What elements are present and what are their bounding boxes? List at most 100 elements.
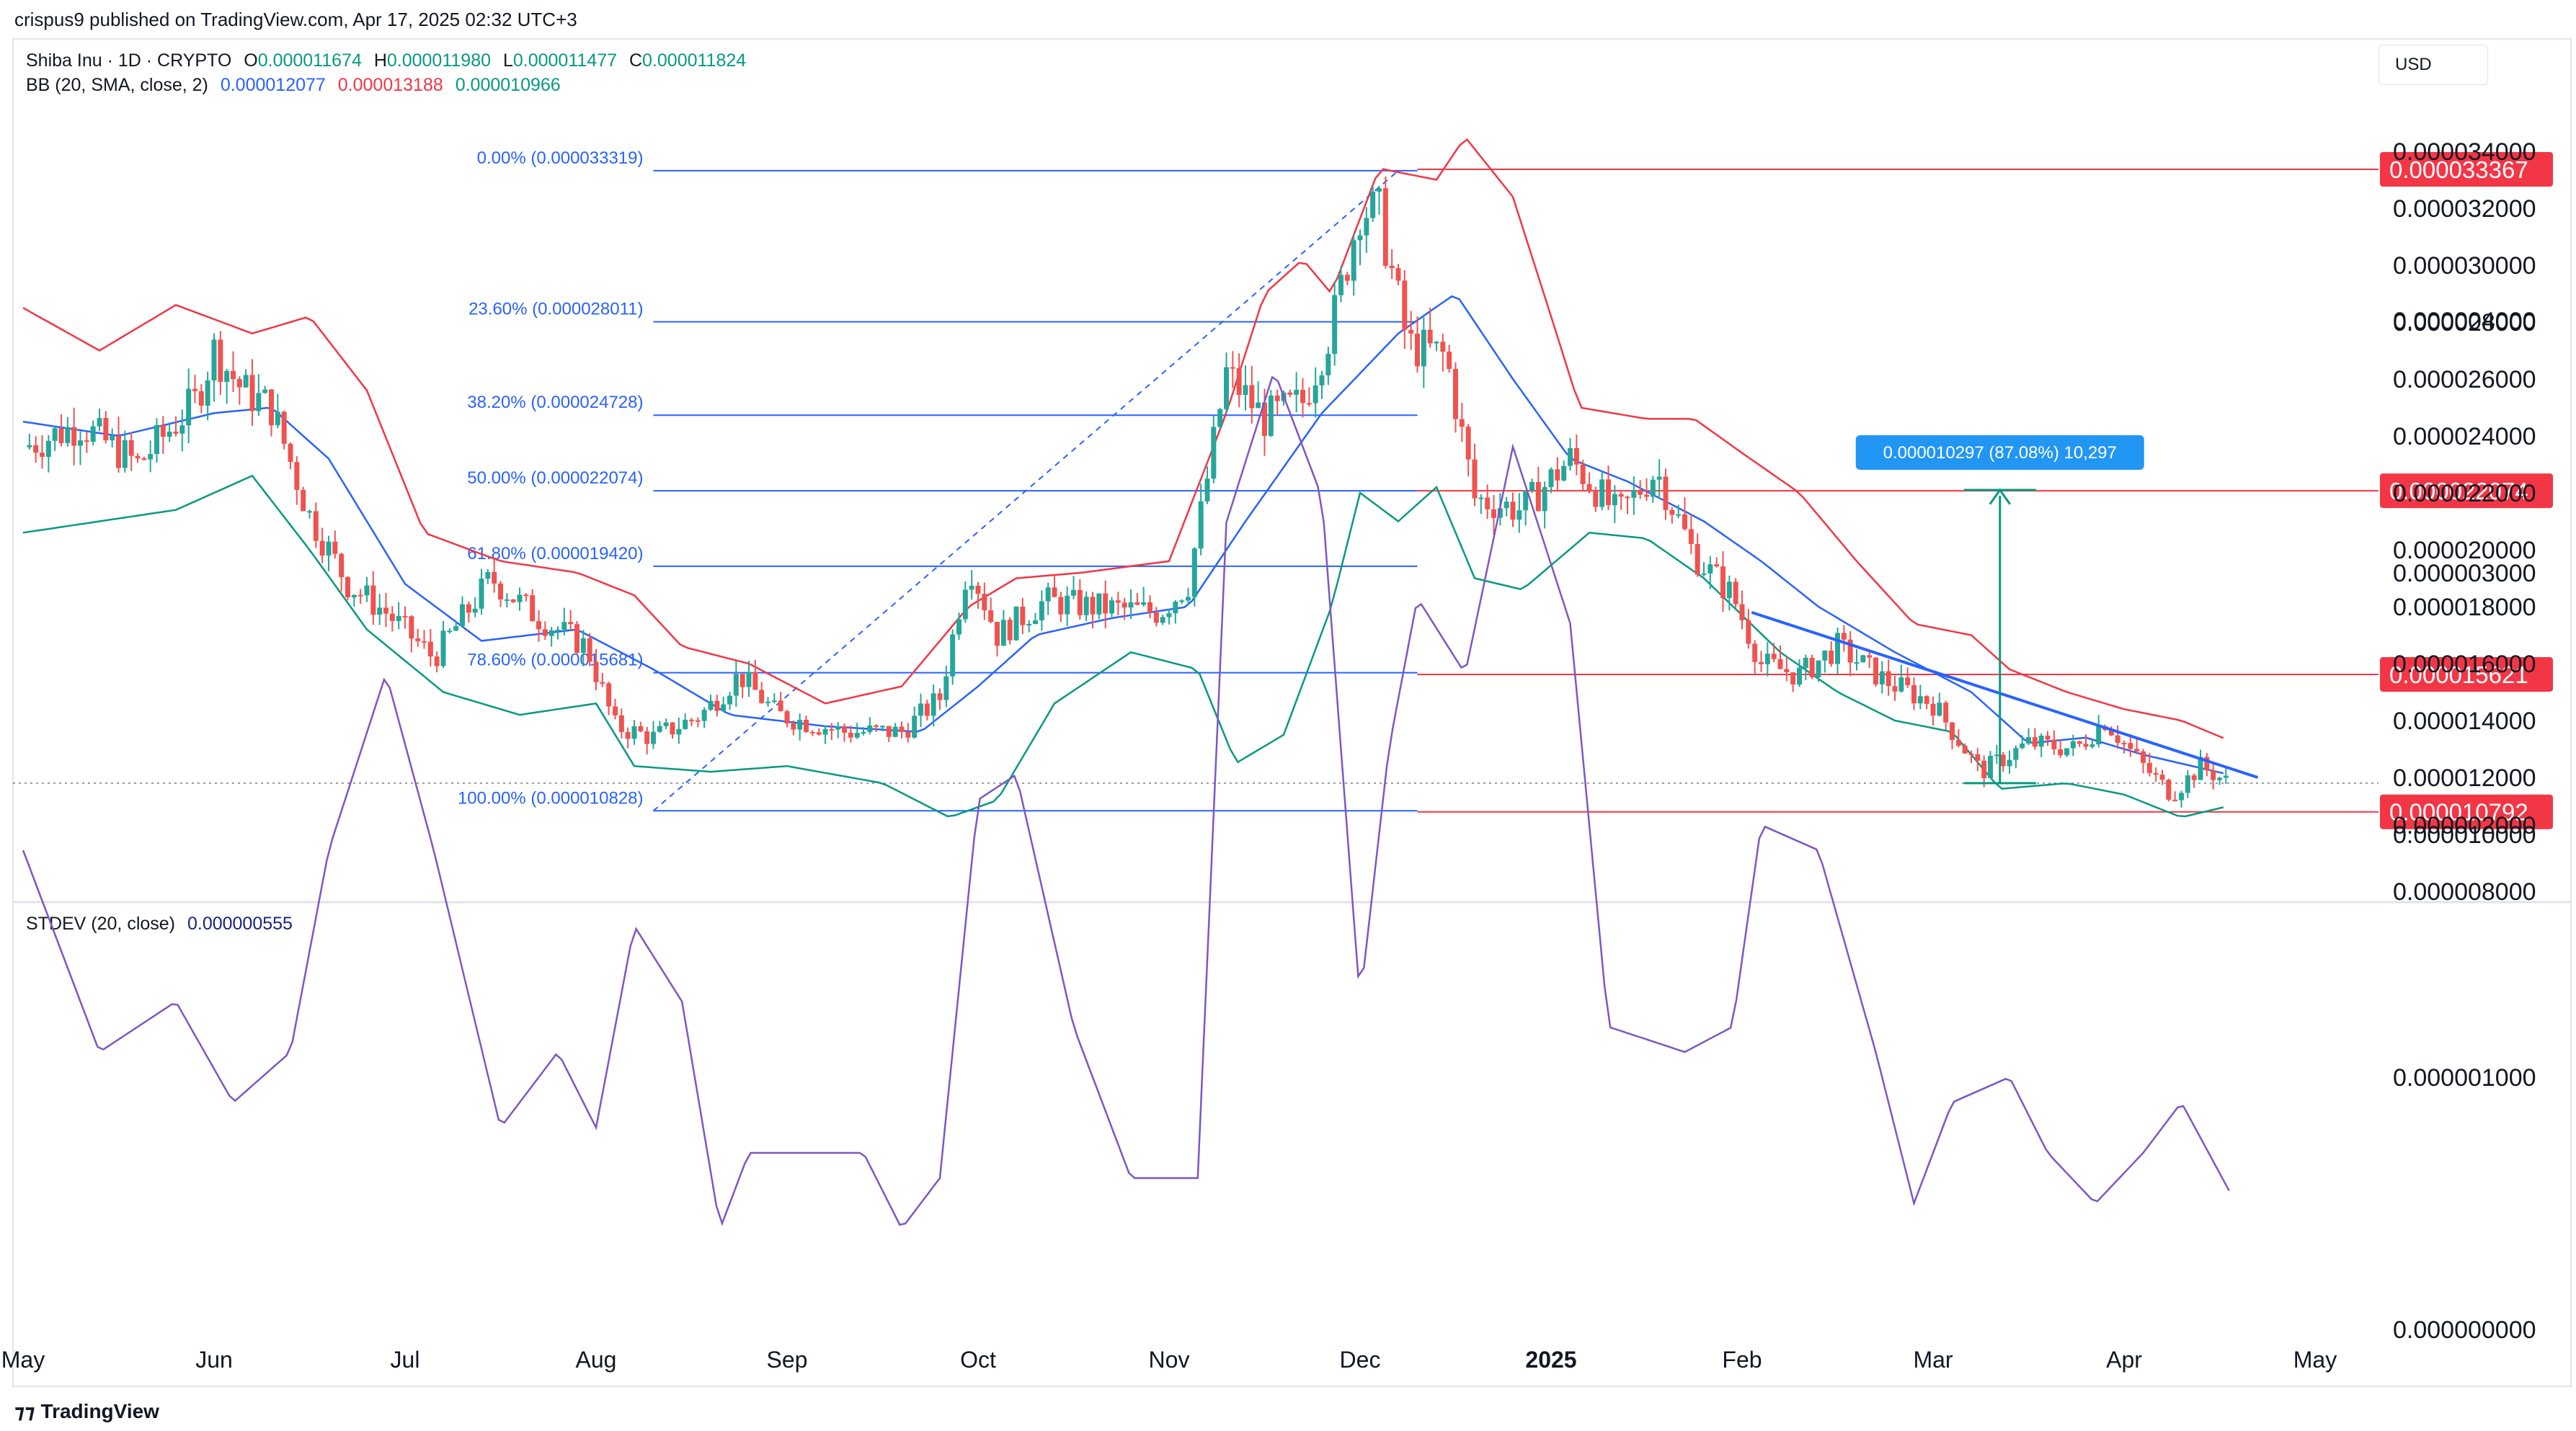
candle-body: [466, 604, 471, 613]
candle-body: [835, 726, 841, 730]
candle-body: [2121, 743, 2127, 745]
fib-level-label: 23.60% (0.000028011): [468, 300, 643, 319]
candle-body: [1459, 419, 1465, 427]
candle-body: [2096, 726, 2102, 744]
candle-body: [52, 428, 58, 441]
candle-body: [2089, 744, 2095, 747]
candle-body: [1822, 650, 1828, 661]
candle-body: [1033, 620, 1038, 624]
candle-body: [1975, 754, 1981, 761]
horizontal-levels[interactable]: 0.0000333670.0000220740.0000156210.00001…: [13, 152, 2553, 829]
candle-body: [1453, 369, 1458, 419]
candle-body: [1669, 509, 1675, 515]
candle-body: [804, 719, 809, 732]
candle-body: [995, 621, 1000, 646]
candle-body: [676, 728, 682, 735]
candle-body: [1485, 497, 1491, 509]
candle-body: [2038, 736, 2044, 747]
candle-body: [65, 427, 71, 443]
time-axis[interactable]: May Jun Jul Aug Sep Oct Nov Dec 2025 Feb Mar Apr May: [1, 1347, 2337, 1373]
candle-body: [1504, 501, 1509, 509]
time-axis-label: Aug: [576, 1347, 617, 1373]
candle-body: [1166, 613, 1172, 618]
price-level-tag-label: 0.000033367: [2389, 156, 2528, 183]
candle-body: [2217, 777, 2222, 780]
candle-body: [1472, 459, 1478, 499]
candle-body: [816, 732, 822, 735]
candle-body: [1186, 597, 1191, 601]
candle-body: [2198, 757, 2203, 780]
measure-label: 0.000010297 (87.08%) 10,297: [1883, 443, 2117, 463]
candle-body: [1867, 655, 1873, 658]
candle-body: [440, 630, 446, 667]
symbol-legend: Shiba Inu · 1D · CRYPTO O0.000011674 H0.…: [26, 50, 753, 71]
price-tick-label: 0.000032000: [2393, 195, 2536, 223]
stdev-tick-label: 0.000000000: [2393, 1316, 2536, 1344]
candle-body: [771, 700, 777, 703]
candle-body: [2026, 737, 2031, 744]
candle-body: [422, 641, 427, 643]
candle-body: [319, 540, 325, 556]
candle-body: [1071, 589, 1076, 596]
candle-body: [1122, 602, 1127, 608]
candle-body: [498, 583, 503, 599]
candle-body: [1981, 760, 1987, 778]
candle-body: [683, 719, 688, 729]
candle-body: [1561, 465, 1567, 481]
candle-body: [1784, 669, 1790, 673]
fib-level-label: 0.00% (0.000033319): [477, 148, 644, 168]
candle-body: [689, 719, 694, 721]
candle-body: [1542, 487, 1547, 512]
candle-body: [262, 389, 268, 393]
candle-body: [2032, 737, 2038, 747]
candle-body: [231, 370, 236, 380]
candle-body: [1943, 703, 1949, 723]
candle-body: [651, 731, 656, 744]
ohlc-close-value: 0.000011824: [642, 50, 747, 71]
time-axis-label: Apr: [2106, 1347, 2142, 1373]
candle-body: [1535, 482, 1541, 512]
candle-body: [1573, 447, 1579, 465]
fib-level-label: 50.00% (0.000022074): [467, 468, 643, 488]
bb-lower-value: 0.000010966: [455, 75, 561, 95]
drawings[interactable]: 0.000010297 (87.08%) 10,297: [1751, 435, 2259, 785]
candle-body: [179, 425, 185, 434]
candle-body: [510, 599, 516, 602]
candle-body: [548, 630, 554, 636]
candle-body: [1204, 478, 1210, 501]
price-axis[interactable]: 0.000034000 0.000032000 0.000030000 0.00002…: [2393, 138, 2536, 1344]
candle-body: [1147, 602, 1152, 613]
bb-basis-line: [22, 295, 2224, 775]
candle-body: [1287, 392, 1293, 395]
candle-body: [587, 638, 592, 662]
candle-body: [1306, 403, 1312, 405]
candle-body: [1759, 661, 1764, 664]
currency-button[interactable]: USD: [2379, 45, 2488, 85]
candle-body: [2153, 772, 2159, 775]
candle-body: [1606, 479, 1611, 506]
candle-body: [1427, 329, 1433, 344]
candle-body: [2070, 741, 2076, 749]
candle-body: [1950, 722, 1955, 740]
candle-body: [45, 440, 51, 458]
candle-body: [842, 726, 847, 733]
candle-body: [1421, 329, 1426, 367]
candle-body: [1644, 494, 1649, 497]
candle-body: [962, 589, 968, 620]
candle-body: [867, 725, 873, 732]
candle-body: [625, 731, 631, 739]
candle-body: [2000, 754, 2006, 767]
candle-body: [27, 445, 32, 447]
candle-body: [1733, 581, 1738, 605]
fibonacci-retracement[interactable]: 0.00% (0.000033319) 23.60% (0.000028011) 3…: [458, 148, 1418, 812]
candle-body: [288, 443, 293, 463]
candle-body: [236, 379, 242, 388]
candle-body: [1720, 566, 1726, 599]
candle-body: [1529, 482, 1535, 491]
candle-body: [523, 594, 529, 597]
candle-body: [555, 629, 561, 631]
time-axis-label: May: [2293, 1347, 2337, 1373]
candle-body: [708, 700, 714, 710]
candle-body: [1274, 396, 1280, 401]
